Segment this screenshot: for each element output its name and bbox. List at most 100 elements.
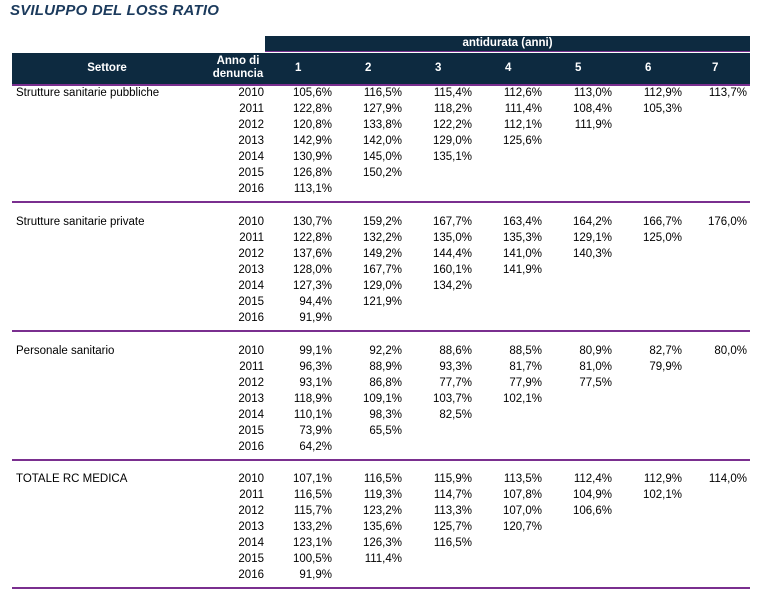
section-divider [12,201,750,203]
value-cell: 135,1% [432,151,472,163]
sector-label: Personale sanitario [16,345,115,357]
value-cell: 104,9% [572,489,612,501]
value-cell: 115,9% [433,473,472,485]
year-cell: 2011 [239,489,264,501]
column-header: Settore Anno di denuncia 1 2 3 4 5 6 7 [12,53,750,86]
settore-header: Settore [87,62,127,74]
value-cell: 121,9% [362,296,402,308]
year-cell: 2015 [238,553,264,565]
page-title: SVILUPPO DEL LOSS RATIO [10,2,220,19]
year-cell: 2016 [238,312,264,324]
value-cell: 91,9% [299,312,332,324]
value-cell: 102,1% [642,489,682,501]
value-cell: 100,5% [292,553,332,565]
year-cell: 2014 [238,151,264,163]
value-cell: 118,2% [433,103,472,115]
value-cell: 109,1% [362,393,402,405]
value-cell: 102,1% [502,393,542,405]
value-cell: 96,3% [299,361,332,373]
value-cell: 166,7% [642,216,682,228]
antidurata-group-header: antidurata (anni) [265,36,750,52]
value-cell: 149,2% [362,248,402,260]
value-cell: 113,3% [433,505,472,517]
table-row: 2016 64,2% [12,441,750,457]
value-cell: 80,9% [579,345,612,357]
table-row: 2014 123,1% 126,3% 116,5% [12,537,750,553]
value-cell: 107,0% [502,505,542,517]
year-cell: 2011 [239,361,264,373]
col-header-4: 4 [505,62,512,74]
table-row: 2011 122,8% 132,2% 135,0% 135,3% 129,1% 125,0% [12,232,750,248]
value-cell: 88,6% [439,345,472,357]
value-cell: 82,7% [649,345,682,357]
value-cell: 167,7% [432,216,472,228]
col-header-1: 1 [295,62,302,74]
value-cell: 122,8% [292,232,332,244]
col-header-3: 3 [435,62,442,74]
value-cell: 112,6% [503,87,542,99]
table-row: 2011 122,8% 127,9% 118,2% 111,4% 108,4% 105,3% [12,103,750,119]
table-row: 2014 130,9% 145,0% 135,1% [12,151,750,167]
year-cell: 2011 [239,103,264,115]
value-cell: 116,5% [433,537,472,549]
value-cell: 111,4% [504,103,542,115]
value-cell: 106,6% [572,505,612,517]
value-cell: 112,9% [643,87,682,99]
table-row: 2011 116,5% 119,3% 114,7% 107,8% 104,9% 102,1% [12,489,750,505]
table-row: 2010 105,6% 116,5% 115,4% 112,6% 113,0% 112,9%… [12,87,750,103]
year-cell: 2015 [238,296,264,308]
table-row: 2013 128,0% 167,7% 160,1% 141,9% [12,264,750,280]
value-cell: 77,5% [579,377,612,389]
year-cell: 2010 [238,345,264,357]
value-cell: 163,4% [502,216,542,228]
table-row: 2014 110,1% 98,3% 82,5% [12,409,750,425]
section-divider [12,459,750,461]
value-cell: 79,9% [649,361,682,373]
value-cell: 126,8% [292,167,332,179]
table-row: 2012 137,6% 149,2% 144,4% 141,0% 140,3% [12,248,750,264]
year-cell: 2010 [238,87,264,99]
value-cell: 129,0% [432,135,472,147]
value-cell: 141,0% [502,248,542,260]
table-row: 2015 126,8% 150,2% [12,167,750,183]
value-cell: 93,3% [439,361,472,373]
table-row: 2012 115,7% 123,2% 113,3% 107,0% 106,6% [12,505,750,521]
value-cell: 105,6% [292,87,332,99]
year-cell: 2015 [238,425,264,437]
value-cell: 107,8% [502,489,542,501]
value-cell: 113,0% [573,87,612,99]
value-cell: 160,1% [432,264,472,276]
table-row: 2013 118,9% 109,1% 103,7% 102,1% [12,393,750,409]
value-cell: 150,2% [362,167,402,179]
col-header-6: 6 [645,62,652,74]
value-cell: 103,7% [432,393,472,405]
year-cell: 2014 [238,280,264,292]
col-header-7: 7 [712,62,719,74]
year-cell: 2012 [238,377,264,389]
table-row: 2011 96,3% 88,9% 93,3% 81,7% 81,0% 79,9% [12,361,750,377]
value-cell: 64,2% [299,441,332,453]
value-cell: 127,9% [362,103,402,115]
value-cell: 114,7% [433,489,472,501]
value-cell: 86,8% [369,377,402,389]
table-row: 2016 91,9% [12,569,750,585]
col-header-5: 5 [575,62,582,74]
value-cell: 123,2% [362,505,402,517]
value-cell: 129,1% [572,232,612,244]
value-cell: 128,0% [292,264,332,276]
col-header-2: 2 [365,62,372,74]
value-cell: 145,0% [362,151,402,163]
value-cell: 132,2% [362,232,402,244]
value-cell: 112,9% [643,473,682,485]
value-cell: 105,3% [642,103,682,115]
value-cell: 77,7% [439,377,472,389]
value-cell: 123,1% [292,537,332,549]
anno-header-line1: Anno di [216,55,260,67]
value-cell: 94,4% [299,296,332,308]
value-cell: 91,9% [299,569,332,581]
value-cell: 141,9% [502,264,542,276]
value-cell: 113,7% [708,87,747,99]
value-cell: 73,9% [299,425,332,437]
year-cell: 2013 [238,393,264,405]
value-cell: 115,7% [293,505,332,517]
